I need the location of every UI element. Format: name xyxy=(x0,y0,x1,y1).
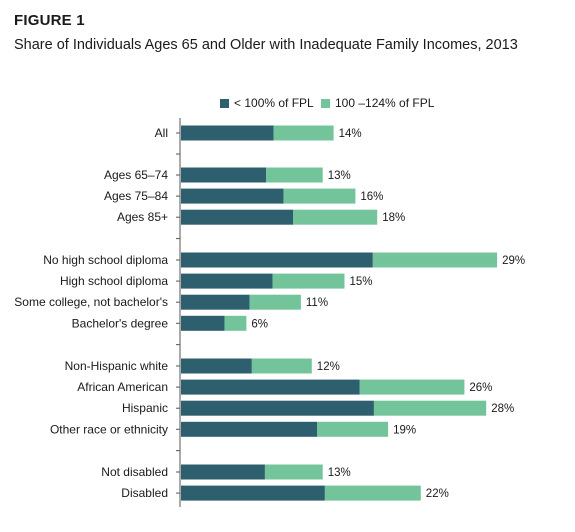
bar-below-100 xyxy=(181,294,250,310)
total-data-label: 15% xyxy=(350,276,373,288)
bar-below-100 xyxy=(181,125,274,141)
category-label: Other race or ethnicity xyxy=(50,422,168,436)
bar-below-100 xyxy=(181,273,273,289)
legend-swatch-100-124 xyxy=(321,99,330,108)
bar-below-100 xyxy=(181,464,265,480)
bar-100-124 xyxy=(251,358,312,374)
bar-100-124 xyxy=(324,485,421,501)
legend-swatch-below-100 xyxy=(220,99,229,108)
bar-below-100 xyxy=(181,315,225,331)
legend-label-below-100: < 100% of FPL xyxy=(234,96,314,110)
total-data-label: 12% xyxy=(317,361,340,373)
category-label: Not disabled xyxy=(101,465,168,479)
total-data-label: 13% xyxy=(328,170,351,182)
bar-100-124 xyxy=(249,294,301,310)
chart-title: Share of Individuals Ages 65 and Older w… xyxy=(14,37,518,53)
bar-100-124 xyxy=(283,188,356,204)
total-data-label: 13% xyxy=(328,467,351,479)
bar-below-100 xyxy=(181,188,284,204)
category-label: Ages 65–74 xyxy=(104,168,168,182)
bar-100-124 xyxy=(373,400,487,416)
bar-100-124 xyxy=(372,252,498,268)
category-label: Disabled xyxy=(121,486,168,500)
total-data-label: 6% xyxy=(251,318,268,330)
category-label: African American xyxy=(77,380,168,394)
bar-below-100 xyxy=(181,421,318,437)
category-label: Non-Hispanic white xyxy=(65,359,169,373)
bar-100-124 xyxy=(317,421,389,437)
category-label: No high school diploma xyxy=(43,253,168,267)
bar-100-124 xyxy=(359,379,465,395)
total-data-label: 18% xyxy=(382,212,405,224)
total-data-label: 29% xyxy=(502,255,525,267)
total-data-label: 11% xyxy=(306,297,328,309)
total-data-label: 26% xyxy=(469,382,492,394)
bar-below-100 xyxy=(181,167,267,183)
total-data-label: 28% xyxy=(491,403,514,415)
total-data-label: 22% xyxy=(426,488,449,500)
bar-below-100 xyxy=(181,400,374,416)
bar-below-100 xyxy=(181,252,373,268)
figure-label: FIGURE 1 xyxy=(14,12,85,29)
bar-below-100 xyxy=(181,209,294,225)
category-label: Ages 85+ xyxy=(117,210,168,224)
total-data-label: 19% xyxy=(393,424,416,436)
bar-100-124 xyxy=(273,125,334,141)
category-label: Hispanic xyxy=(122,401,168,415)
category-label: High school diploma xyxy=(60,274,168,288)
bar-below-100 xyxy=(181,379,360,395)
legend-item-100-124: 100 –124% of FPL xyxy=(321,96,434,110)
bar-100-124 xyxy=(266,167,323,183)
total-data-label: 14% xyxy=(339,128,362,140)
category-label: Some college, not bachelor's xyxy=(14,295,168,309)
legend-label-100-124: 100 –124% of FPL xyxy=(335,96,435,110)
total-data-label: 16% xyxy=(360,191,383,203)
legend-item-below-100: < 100% of FPL xyxy=(220,96,314,110)
bar-below-100 xyxy=(181,485,325,501)
bar-100-124 xyxy=(264,464,323,480)
category-label: All xyxy=(155,126,168,140)
bar-100-124 xyxy=(293,209,378,225)
category-label: Bachelor's degree xyxy=(72,316,169,330)
bar-100-124 xyxy=(272,273,345,289)
bar-100-124 xyxy=(224,315,247,331)
category-label: Ages 75–84 xyxy=(104,189,168,203)
bar-below-100 xyxy=(181,358,252,374)
